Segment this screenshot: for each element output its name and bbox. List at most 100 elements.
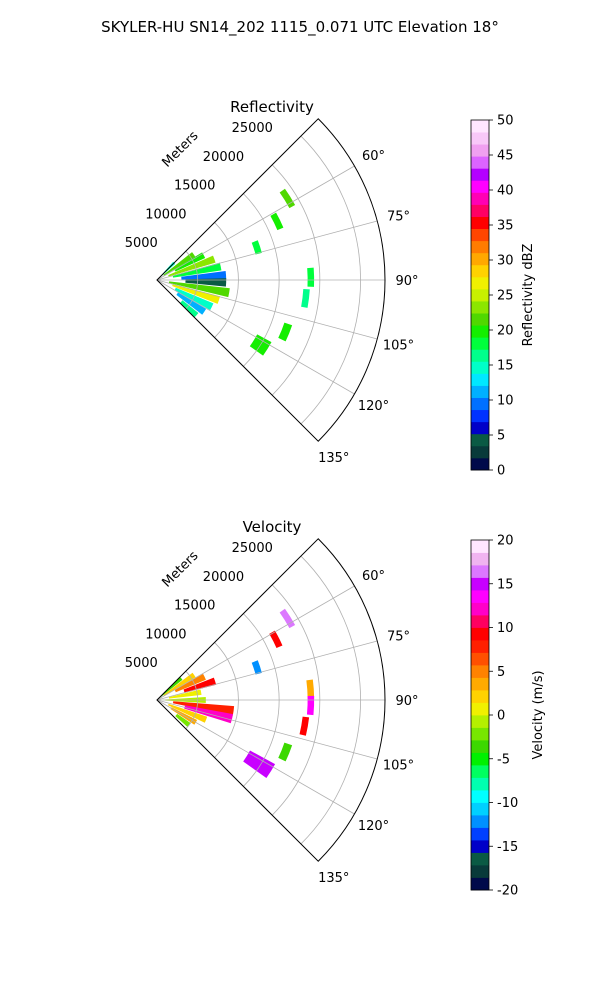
colorbar-segment — [471, 627, 489, 641]
colorbar-tick-label: 0 — [497, 464, 505, 479]
colorbar-tick-label: 10 — [497, 394, 514, 409]
azimuth-tick-label: 135° — [318, 451, 349, 466]
radar-cell — [306, 695, 315, 716]
radar-cell — [174, 252, 206, 272]
colorbar-tick-label: 20 — [497, 534, 514, 549]
colorbar-tick-label: 10 — [497, 621, 514, 636]
radar-cell — [168, 255, 216, 277]
colorbar-segment — [471, 301, 489, 314]
azimuth-gridline — [156, 585, 355, 701]
colorbar-segment — [471, 349, 489, 362]
azimuth-tick-label: 60° — [362, 149, 385, 164]
colorbar-segment — [471, 815, 489, 828]
range-tick-label: 5000 — [125, 656, 158, 671]
azimuth-gridline — [156, 279, 378, 340]
colorbar-segment — [471, 433, 489, 447]
radar-cell — [168, 281, 230, 298]
radar-cell — [301, 288, 310, 308]
figure-suptitle: SKYLER-HU SN14_202 1115_0.071 UTC Elevat… — [101, 18, 499, 37]
colorbar-segment — [471, 677, 489, 691]
colorbar-segment — [471, 313, 489, 326]
range-tick-label: 25000 — [232, 121, 273, 136]
radar-cell — [163, 252, 196, 276]
azimuth-tick-label: 105° — [383, 759, 414, 774]
colorbar-segment — [471, 590, 489, 603]
range-tick-label: 20000 — [203, 150, 244, 165]
colorbar-segment — [471, 409, 489, 423]
colorbar-segment — [471, 640, 489, 653]
colorbar-segment — [471, 690, 489, 703]
colorbar-segment — [471, 216, 489, 230]
colorbar-tick-label: 35 — [497, 219, 514, 234]
colorbar-segment — [471, 852, 489, 866]
colorbar-segment — [471, 445, 489, 459]
colorbar-segment — [471, 565, 489, 578]
colorbar-tick-label: 50 — [497, 114, 514, 129]
azimuth-tick-label: 90° — [395, 694, 418, 709]
radar-cell — [175, 713, 191, 727]
colorbar-segment — [471, 652, 489, 666]
reflectivity-polar-plot: 60° 75° 90° 105° 120° 135° 5000 10000 15000 20000… — [125, 118, 419, 466]
colorbar-segment — [471, 877, 489, 891]
colorbar-segment — [471, 120, 489, 133]
colorbar-tick-label: 40 — [497, 184, 514, 199]
azimuth-tick-label: 135° — [318, 871, 349, 886]
radar-cell — [179, 300, 199, 318]
range-tick-label: 20000 — [203, 570, 244, 585]
radar-cell — [306, 679, 315, 699]
radar-cell — [168, 703, 208, 723]
colorbar-segment — [471, 288, 489, 302]
radar-cell — [174, 673, 206, 693]
colorbar-segment — [471, 540, 489, 553]
colorbar-segment — [471, 373, 489, 386]
colorbar-tick-label: 15 — [497, 577, 514, 592]
colorbar-segment — [471, 790, 489, 803]
radar-cell — [279, 188, 296, 209]
colorbar-segment — [471, 552, 489, 566]
colorbar-tick-label: 5 — [497, 429, 505, 444]
radius-axis-label: Meters — [160, 128, 202, 170]
range-tick-label: 10000 — [145, 207, 186, 222]
colorbar-segment — [471, 204, 489, 217]
radar-cell — [159, 676, 183, 698]
velocity-polar-plot: 60° 75° 90° 105° 120° 135° 5000 10000 15000 20000… — [125, 538, 419, 886]
radar-cell — [172, 284, 221, 304]
reflectivity-panel: Reflectivity 60° 75° 90° 105° 120° 135° 5000 10… — [125, 98, 536, 479]
colorbar-segment — [471, 827, 489, 841]
colorbar-segment — [471, 752, 489, 766]
colorbar-segment — [471, 180, 489, 193]
colorbar-tick-label: 0 — [497, 709, 505, 724]
colorbar-tick-label: 20 — [497, 324, 514, 339]
reflectivity-title: Reflectivity — [230, 98, 314, 116]
polar-frame — [156, 118, 386, 442]
colorbar-segment — [471, 397, 489, 411]
radar-cell — [174, 287, 214, 311]
velocity-panel: Velocity 60° 75° 90° 105° 120° 135° 5000 10000 1… — [125, 518, 546, 899]
azimuth-tick-label: 75° — [387, 629, 410, 644]
range-tick-label: 15000 — [174, 599, 215, 614]
colorbar-tick-label: 15 — [497, 359, 514, 374]
colorbar-segment — [471, 156, 489, 169]
azimuth-gridline — [156, 699, 378, 760]
azimuth-tick-label: 90° — [395, 274, 418, 289]
colorbar-segment — [471, 615, 489, 628]
reflectivity-colorbar-label: Reflectivity dBZ — [521, 244, 536, 347]
velocity-title: Velocity — [243, 518, 302, 536]
radar-cell — [168, 689, 202, 699]
colorbar-segment — [471, 325, 489, 338]
colorbar-tick-label: -5 — [497, 752, 510, 767]
radar-cell — [243, 750, 276, 779]
radar-cell — [163, 672, 196, 696]
azimuth-tick-label: 120° — [358, 819, 389, 834]
colorbar-tick-label: 45 — [497, 149, 514, 164]
radar-cell — [183, 677, 217, 693]
colorbar-tick-label: -20 — [497, 884, 518, 899]
azimuth-tick-label: 75° — [387, 209, 410, 224]
azimuth-gridline — [156, 640, 378, 701]
colorbar-segment — [471, 240, 489, 254]
colorbar-segment — [471, 144, 489, 157]
radar-cell — [251, 240, 262, 255]
colorbar-segment — [471, 168, 489, 181]
velocity-colorbar: -20 -15 -10 -5 0 5 10 15 20 — [470, 534, 518, 899]
radar-cell — [279, 608, 296, 629]
